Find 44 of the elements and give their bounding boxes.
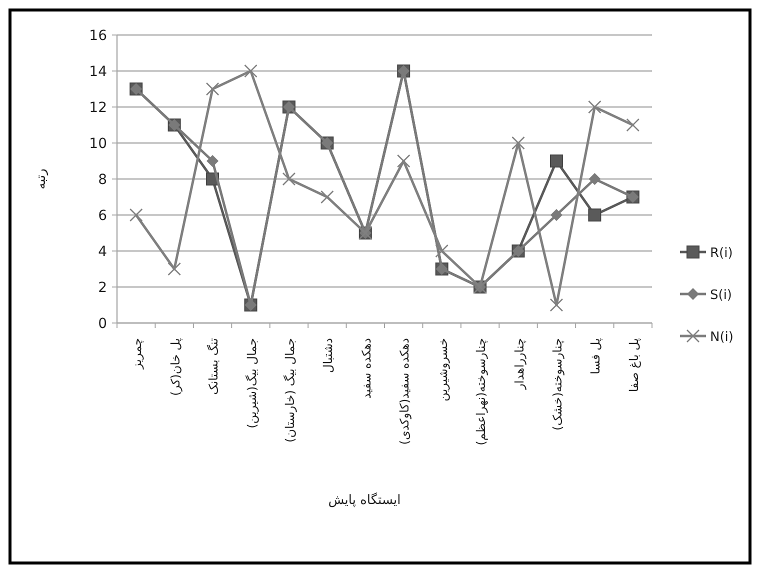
x-tick-label: پل خان(کر) [168, 338, 182, 396]
point [244, 64, 258, 78]
point [206, 82, 220, 96]
x-tick-label: چنارسوخته(نهراعظم) [474, 338, 488, 446]
point [206, 155, 219, 167]
point [550, 209, 562, 221]
x-tick-label: دهکده سفید [359, 338, 374, 399]
x-tick-label: دهکده سفید(کاوکدی) [398, 338, 412, 445]
point [550, 154, 563, 168]
point [320, 190, 334, 204]
point [588, 173, 601, 185]
x-tick-label: پل باغ صفا [626, 338, 641, 392]
point [168, 262, 181, 276]
legend-label: N(i) [710, 330, 734, 345]
legend-label: R(i) [710, 246, 733, 261]
x-axis-title: ایستگاه پایش [328, 492, 401, 508]
y-tick-label: 14 [89, 64, 108, 80]
point [626, 118, 640, 132]
point [129, 208, 143, 222]
y-tick-label: 8 [98, 172, 107, 188]
x-tick-label: دشتبال [321, 338, 336, 374]
x-tick-label: خسروشیرین [436, 338, 450, 402]
y-tick-label: 10 [89, 136, 107, 152]
x-tick-label: جمال بیگ (خارستان) [282, 338, 297, 442]
x-tick-label: چنارراهدار [512, 338, 526, 390]
y-tick-label: 12 [89, 100, 107, 116]
y-tick-label: 16 [89, 28, 108, 44]
y-tick-label: 2 [98, 280, 107, 296]
y-tick-label: 0 [98, 316, 107, 332]
point [550, 298, 564, 312]
y-tick-label: 4 [98, 244, 108, 260]
x-tick-label: تنگ بستانک [206, 338, 221, 395]
y-axis-title: رتبه [34, 168, 49, 190]
x-tick-label: پل فسا [588, 338, 603, 374]
x-tick-label: چمریز [130, 338, 144, 370]
point [588, 100, 602, 114]
point [588, 208, 602, 222]
x-tick-label: چنارسوخته(خشک) [550, 338, 564, 430]
y-tick-label: 6 [98, 208, 108, 224]
x-tick-label: جمال بیگ(شیرین) [244, 338, 259, 428]
point [282, 172, 296, 186]
point [396, 154, 410, 168]
legend-label: S(i) [710, 288, 732, 303]
point [512, 136, 525, 150]
